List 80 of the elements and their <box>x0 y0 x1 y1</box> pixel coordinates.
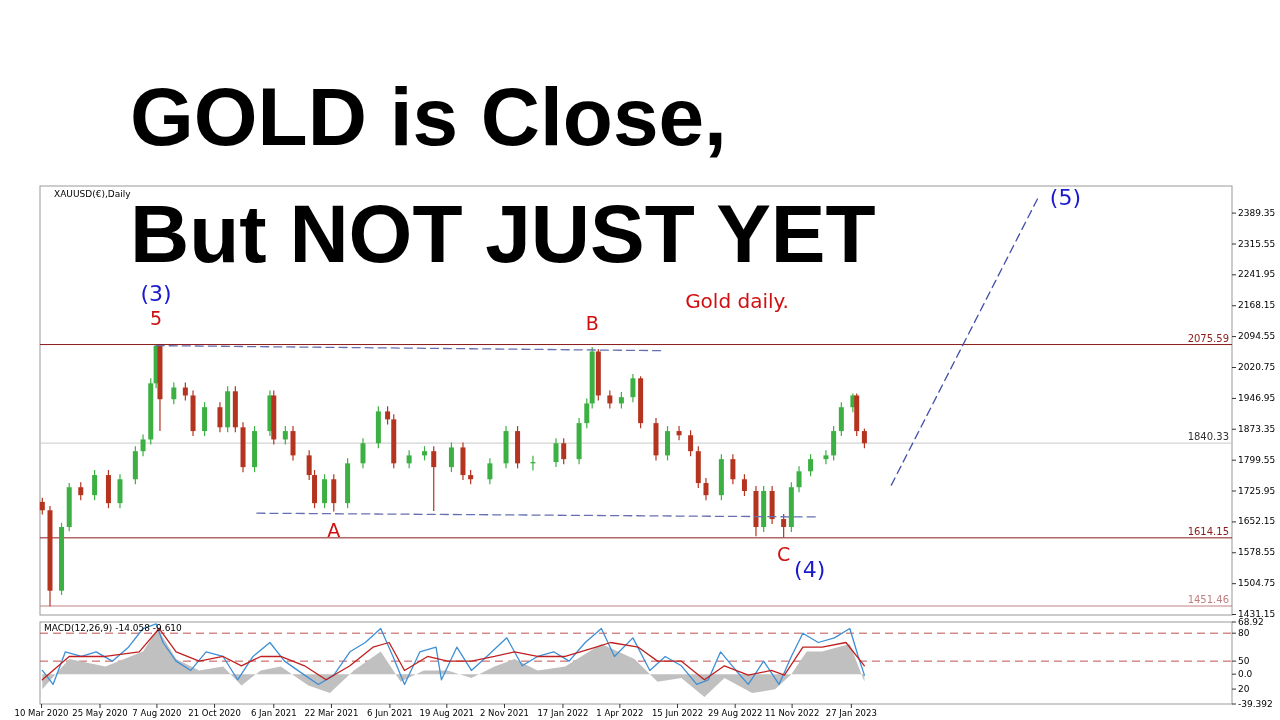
candlestick <box>487 457 493 485</box>
candlestick <box>607 389 613 410</box>
x-tick-label: 11 Nov 2022 <box>764 708 820 718</box>
candlestick <box>808 453 814 477</box>
x-tick-label: 29 Aug 2022 <box>707 708 763 718</box>
x-tick-label: 6 Jun 2021 <box>367 708 413 718</box>
x-tick-label: 27 Jan 2023 <box>825 708 877 718</box>
candlestick <box>796 465 802 493</box>
y2-tick-label: 50 <box>1238 655 1250 666</box>
candlestick <box>306 449 312 481</box>
annotation: 5 <box>150 307 163 330</box>
candlestick <box>553 437 559 468</box>
candlestick <box>431 445 437 512</box>
annotation: A <box>327 519 341 542</box>
candlestick <box>448 441 454 473</box>
candlestick <box>561 437 567 465</box>
y-tick-label: 2020.75 <box>1238 362 1276 373</box>
x-tick-label: 6 Jan 2021 <box>251 708 297 718</box>
ref-line-label: 2075.59 <box>1187 332 1229 344</box>
candlestick <box>406 449 412 469</box>
y-tick-label: 1652.15 <box>1238 516 1276 527</box>
x-tick-label: 2 Nov 2021 <box>479 708 530 718</box>
annotation: Gold daily. <box>685 288 789 313</box>
candlestick <box>823 449 829 465</box>
candlestick <box>322 473 328 509</box>
y-tick-label: 2168.15 <box>1238 300 1276 311</box>
x-tick-label: 21 Oct 2020 <box>188 708 241 718</box>
candlestick <box>217 401 223 433</box>
y-tick-label: 1799.55 <box>1238 454 1276 465</box>
y2-tick-label: 20 <box>1238 683 1250 694</box>
chart-title: GOLD is Close, But NOT JUST YET <box>130 71 876 279</box>
candlestick <box>838 401 844 437</box>
x-tick-label: 22 Mar 2021 <box>304 708 359 718</box>
candlestick <box>676 425 682 441</box>
x-tick-label: 10 Mar 2020 <box>14 708 69 718</box>
y-tick-label: 2094.55 <box>1238 331 1276 342</box>
y-tick-label: 1946.95 <box>1238 392 1276 403</box>
candlestick <box>282 425 288 446</box>
candlestick <box>117 473 123 509</box>
candlestick <box>861 427 867 449</box>
candlestick <box>331 473 337 513</box>
x-tick-label: 17 Jan 2022 <box>537 708 589 718</box>
candlestick <box>781 513 787 539</box>
y-tick-label: 1873.35 <box>1238 423 1276 434</box>
ref-line-label: 1451.46 <box>1187 594 1229 606</box>
candlestick <box>202 401 208 437</box>
ref-line-label: 1614.15 <box>1187 525 1229 537</box>
annotation: (3) <box>140 280 172 306</box>
candlestick <box>741 473 747 497</box>
candlestick <box>140 433 146 457</box>
ref-line-label: 1840.33 <box>1187 431 1229 443</box>
y-tick-label: 1504.75 <box>1238 578 1276 589</box>
candlestick <box>730 453 736 485</box>
candlestick <box>385 405 391 425</box>
annotation: C <box>777 543 791 565</box>
chart-subtitle: XAUUSD(€),Daily <box>54 189 132 199</box>
candlestick <box>171 381 177 405</box>
y-tick-label: 2241.95 <box>1238 269 1276 280</box>
candlestick <box>584 397 590 429</box>
candlestick <box>360 437 366 469</box>
y-tick-label: 0.0 <box>1238 668 1253 679</box>
y2-tick-label: 80 <box>1238 627 1250 638</box>
candlestick <box>78 481 84 501</box>
x-tick-label: 7 Aug 2020 <box>132 708 182 718</box>
candlestick <box>688 429 694 457</box>
annotation: (5) <box>1049 184 1082 210</box>
candlestick <box>92 469 98 501</box>
y-tick-label: -39.392 <box>1238 698 1273 709</box>
annotation: (4) <box>794 557 826 583</box>
candlestick <box>703 477 709 501</box>
candlestick <box>630 373 636 403</box>
y-tick-label: 2315.55 <box>1238 238 1276 249</box>
x-tick-label: 25 May 2020 <box>72 708 128 718</box>
y-tick-label: 1578.55 <box>1238 547 1276 558</box>
x-tick-label: 19 Aug 2021 <box>419 708 475 718</box>
x-tick-label: 15 Jun 2022 <box>651 708 704 718</box>
y-tick-label: 1725.95 <box>1238 485 1276 496</box>
x-tick-label: 1 Apr 2022 <box>596 708 644 718</box>
annotation: B <box>585 312 599 335</box>
y-tick-label: 2389.35 <box>1238 207 1276 218</box>
